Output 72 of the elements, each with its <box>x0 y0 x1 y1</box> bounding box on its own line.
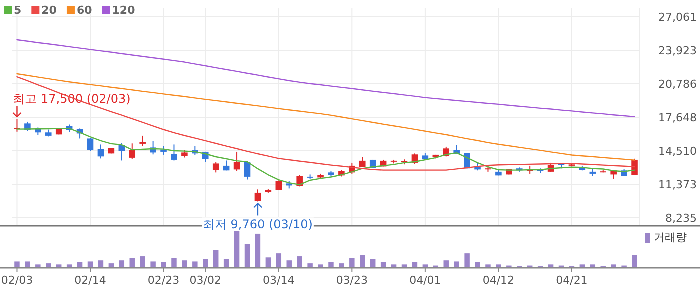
y-tick-label: 17,648 <box>658 112 697 125</box>
candlestick <box>254 189 262 202</box>
bar <box>350 258 355 268</box>
bar <box>244 244 250 268</box>
candlestick <box>212 162 220 174</box>
y-tick-label: 8,235 <box>666 212 697 226</box>
annotation: 최저 9,760 (03/10) <box>203 218 313 232</box>
y-tick-label: 20,786 <box>658 78 697 91</box>
bar <box>98 260 104 268</box>
y-tick-label: 14,510 <box>658 145 697 158</box>
bar <box>36 264 41 268</box>
bar <box>486 264 491 268</box>
bar <box>496 264 502 268</box>
x-tick-label: 04/21 <box>556 274 588 287</box>
bar <box>360 255 366 268</box>
bar <box>88 262 94 268</box>
candlestick <box>234 151 240 172</box>
legend-label: 거래량 <box>654 231 687 244</box>
candlestick <box>359 156 366 168</box>
x-tick-label: 02/03 <box>1 274 34 287</box>
bar <box>464 254 470 268</box>
candlestick <box>98 144 104 160</box>
x-tick-label: 04/01 <box>410 274 442 287</box>
candlestick <box>171 144 178 162</box>
candlestick <box>87 137 94 152</box>
bar <box>46 264 52 268</box>
bar <box>14 262 20 268</box>
candlestick <box>129 143 136 160</box>
bar <box>224 259 230 268</box>
legend-label: 120 <box>112 4 136 17</box>
candlestick <box>140 135 146 146</box>
bar <box>182 260 188 268</box>
bar <box>161 262 166 268</box>
bar <box>286 260 292 268</box>
bar <box>25 262 30 268</box>
bar <box>213 250 219 268</box>
bar <box>339 264 344 268</box>
bar <box>632 255 638 268</box>
x-tick-label: 02/14 <box>74 274 106 287</box>
bar <box>192 262 198 268</box>
bar <box>266 258 272 268</box>
bar <box>150 262 156 268</box>
bar <box>276 254 282 268</box>
candlestick <box>276 180 282 191</box>
bar <box>234 231 240 268</box>
x-tick-label: 03/14 <box>263 274 295 287</box>
bar <box>454 262 460 268</box>
bar <box>475 262 480 268</box>
y-tick-label: 23,923 <box>658 44 697 58</box>
bar <box>255 234 261 268</box>
bar <box>130 258 135 268</box>
bar <box>119 260 125 268</box>
bar <box>308 264 313 268</box>
legend-label: 60 <box>76 4 93 17</box>
x-tick-label: 03/02 <box>190 274 222 287</box>
legend-label: 20 <box>42 4 58 17</box>
x-tick-label: 04/12 <box>482 274 515 287</box>
bar <box>172 258 177 268</box>
bar <box>297 256 302 268</box>
legend-label: 5 <box>14 4 22 17</box>
y-tick-label: 27,061 <box>658 11 697 24</box>
bar <box>140 256 146 268</box>
x-tick-label: 03/23 <box>336 274 368 287</box>
y-tick-label: 11,373 <box>658 178 697 192</box>
x-tick-label: 02/23 <box>148 274 180 287</box>
bar <box>611 264 616 268</box>
bar <box>444 260 449 268</box>
candlestick <box>244 162 251 180</box>
bar <box>370 259 376 268</box>
bar <box>318 264 324 268</box>
bar <box>328 262 334 268</box>
bar <box>203 259 208 268</box>
